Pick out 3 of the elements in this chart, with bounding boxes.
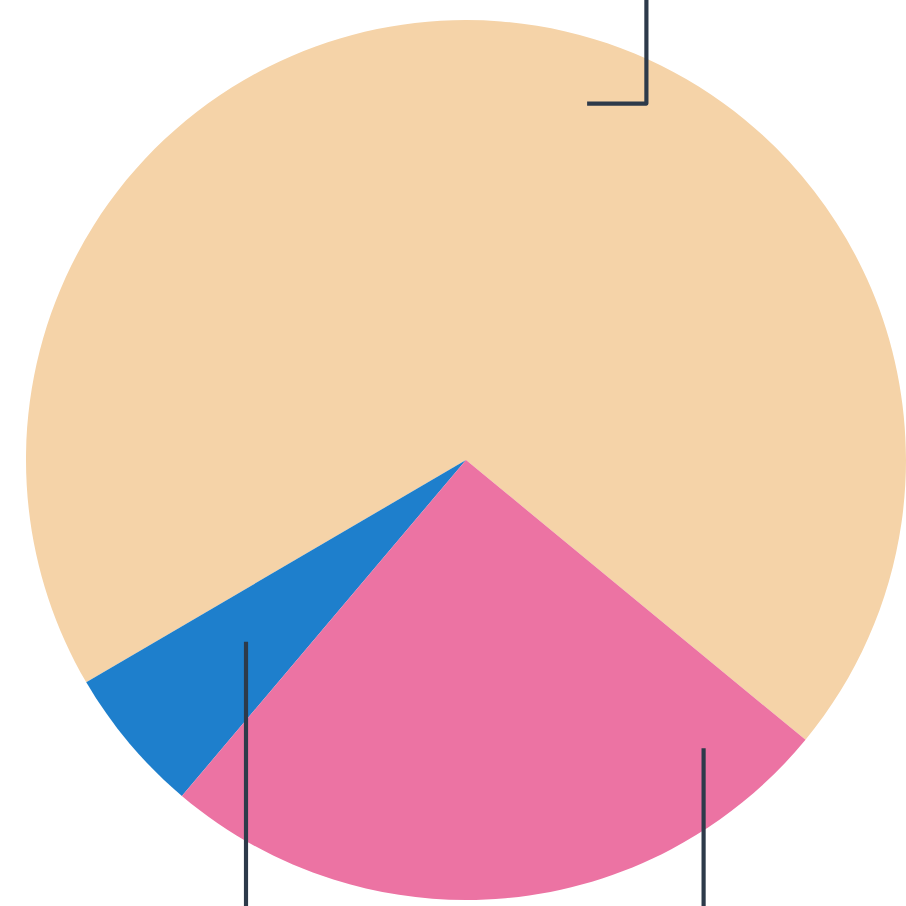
pie-slice	[26, 20, 906, 740]
pie-slice	[86, 460, 466, 796]
pie-slice	[181, 460, 806, 900]
